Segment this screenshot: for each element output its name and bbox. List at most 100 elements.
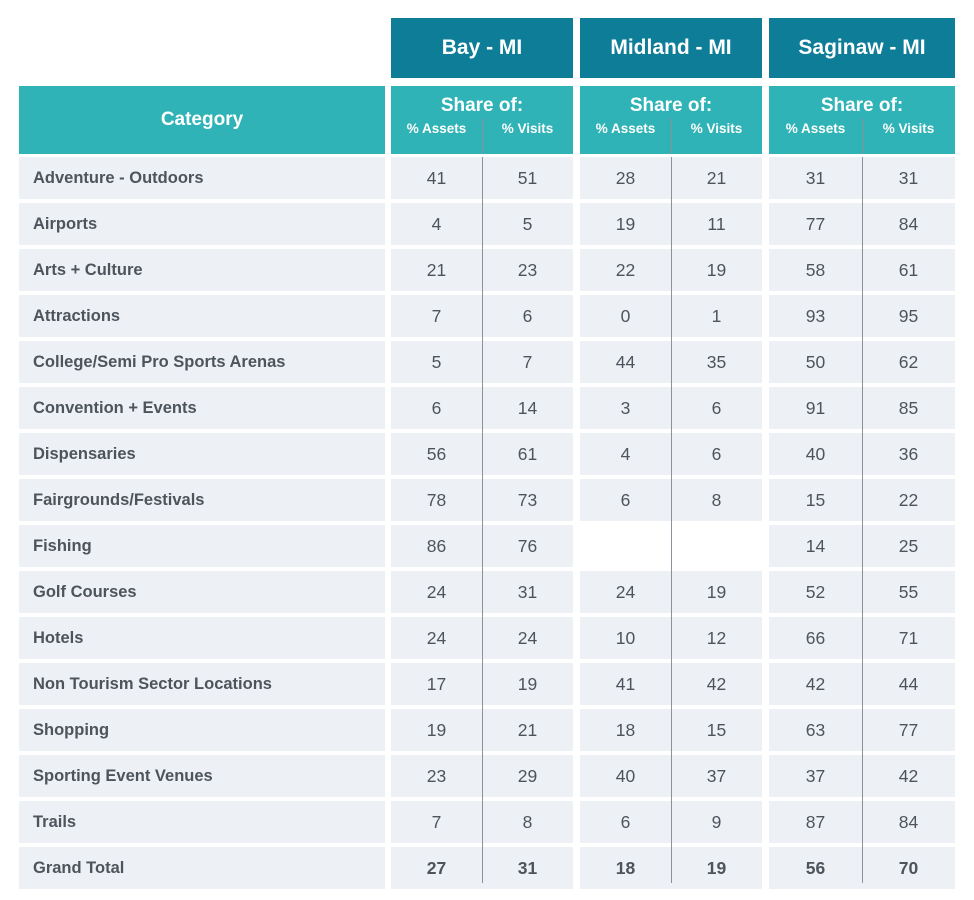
category-cell: Fairgrounds/Festivals: [19, 479, 385, 521]
region-cells-midland: 10 12: [580, 617, 762, 659]
region-cells-bay: 86 76: [391, 525, 573, 567]
assets-value-cell: 58: [769, 249, 862, 291]
category-cell: Adventure - Outdoors: [19, 157, 385, 199]
visits-value-cell: 11: [671, 203, 762, 245]
region-cells-midland: 4 6: [580, 433, 762, 475]
table-row: Sporting Event Venues 23 29 40 37 37 42: [19, 755, 974, 797]
table-row: Hotels 24 24 10 12 66 71: [19, 617, 974, 659]
assets-value-cell: 78: [391, 479, 482, 521]
assets-value-cell: 4: [580, 433, 671, 475]
region-cells-saginaw: 42 44: [769, 663, 955, 705]
table-row: Golf Courses 24 31 24 19 52 55: [19, 571, 974, 613]
share-of-label: Share of:: [440, 95, 524, 116]
category-cell: Sporting Event Venues: [19, 755, 385, 797]
region-cells-midland: 6 8: [580, 479, 762, 521]
visits-value-cell: 95: [862, 295, 955, 337]
visits-value-cell: 44: [862, 663, 955, 705]
assets-value-cell: 56: [391, 433, 482, 475]
visits-value-cell: 31: [482, 847, 573, 889]
visits-value-cell: 21: [671, 157, 762, 199]
visits-value-cell: 6: [482, 295, 573, 337]
assets-value-cell: 28: [580, 157, 671, 199]
divider-line: [862, 157, 863, 883]
category-cell: Hotels: [19, 617, 385, 659]
region-cells-saginaw: 66 71: [769, 617, 955, 659]
region-cells-midland: 44 35: [580, 341, 762, 383]
visits-value-cell: 70: [862, 847, 955, 889]
category-cell: Airports: [19, 203, 385, 245]
region-cells-saginaw: 15 22: [769, 479, 955, 521]
assets-value-cell: 10: [580, 617, 671, 659]
region-cells-saginaw: 91 85: [769, 387, 955, 429]
visits-value-cell: 29: [482, 755, 573, 797]
assets-value-cell: 52: [769, 571, 862, 613]
visits-value-cell: 21: [482, 709, 573, 751]
table-row: Attractions 7 6 0 1 93 95: [19, 295, 974, 337]
visits-value-cell: 12: [671, 617, 762, 659]
visits-value-cell: 84: [862, 801, 955, 843]
divider-line: [482, 118, 483, 154]
category-cell: Trails: [19, 801, 385, 843]
region-cells-bay: 24 31: [391, 571, 573, 613]
region-cells-midland: [580, 525, 762, 567]
category-cell: Non Tourism Sector Locations: [19, 663, 385, 705]
category-cell: College/Semi Pro Sports Arenas: [19, 341, 385, 383]
table-row: Shopping 19 21 18 15 63 77: [19, 709, 974, 751]
divider-line: [862, 118, 863, 154]
region-header-saginaw: Saginaw - MI: [769, 18, 955, 78]
assets-value-cell: 3: [580, 387, 671, 429]
region-cells-saginaw: 77 84: [769, 203, 955, 245]
column-header-row: Category Share of: % Assets % Visits Sha…: [19, 86, 974, 154]
assets-value-cell: 41: [580, 663, 671, 705]
category-cell: Grand Total: [19, 847, 385, 889]
region-cells-saginaw: 52 55: [769, 571, 955, 613]
region-cells-bay: 6 14: [391, 387, 573, 429]
region-header-spacer: [19, 18, 385, 78]
assets-value-cell: 24: [580, 571, 671, 613]
region-cells-midland: 28 21: [580, 157, 762, 199]
visits-value-cell: 5: [482, 203, 573, 245]
assets-value-cell: 41: [391, 157, 482, 199]
visits-value-cell: 42: [671, 663, 762, 705]
visits-value-cell: 42: [862, 755, 955, 797]
table-row: Fairgrounds/Festivals 78 73 6 8 15 22: [19, 479, 974, 521]
visits-value-cell: 24: [482, 617, 573, 659]
table-row: Non Tourism Sector Locations 17 19 41 42…: [19, 663, 974, 705]
assets-value-cell: 22: [580, 249, 671, 291]
assets-value-cell: 93: [769, 295, 862, 337]
visits-value-cell: 14: [482, 387, 573, 429]
visits-value-cell: 71: [862, 617, 955, 659]
assets-value-cell: 18: [580, 709, 671, 751]
visits-value-cell: 7: [482, 341, 573, 383]
region-cells-bay: 27 31: [391, 847, 573, 889]
assets-value-cell: 44: [580, 341, 671, 383]
table-row: Dispensaries 56 61 4 6 40 36: [19, 433, 974, 475]
share-of-label: Share of:: [820, 95, 904, 116]
assets-value-cell: 17: [391, 663, 482, 705]
visits-value-cell: 15: [671, 709, 762, 751]
assets-value-cell: 4: [391, 203, 482, 245]
assets-value-cell: 24: [391, 571, 482, 613]
region-cells-saginaw: 40 36: [769, 433, 955, 475]
visits-value-cell: 6: [671, 433, 762, 475]
region-cells-midland: 3 6: [580, 387, 762, 429]
region-cells-bay: 21 23: [391, 249, 573, 291]
region-header-bay: Bay - MI: [391, 18, 573, 78]
assets-value-cell: 15: [769, 479, 862, 521]
assets-value-cell: 56: [769, 847, 862, 889]
region-cells-saginaw: 63 77: [769, 709, 955, 751]
category-cell: Attractions: [19, 295, 385, 337]
table-body: Adventure - Outdoors 41 51 28 21 31 31 A…: [19, 157, 974, 889]
visits-value-cell: 37: [671, 755, 762, 797]
visits-value-cell: 23: [482, 249, 573, 291]
visits-value-cell: 1: [671, 295, 762, 337]
assets-value-cell: 63: [769, 709, 862, 751]
share-of-label: Share of:: [629, 95, 713, 116]
region-cells-midland: 18 19: [580, 847, 762, 889]
category-cell: Golf Courses: [19, 571, 385, 613]
assets-value-cell: 31: [769, 157, 862, 199]
table-row: Adventure - Outdoors 41 51 28 21 31 31: [19, 157, 974, 199]
visits-value-cell: 31: [482, 571, 573, 613]
visits-value-cell: 19: [671, 571, 762, 613]
visits-value-cell: 9: [671, 801, 762, 843]
